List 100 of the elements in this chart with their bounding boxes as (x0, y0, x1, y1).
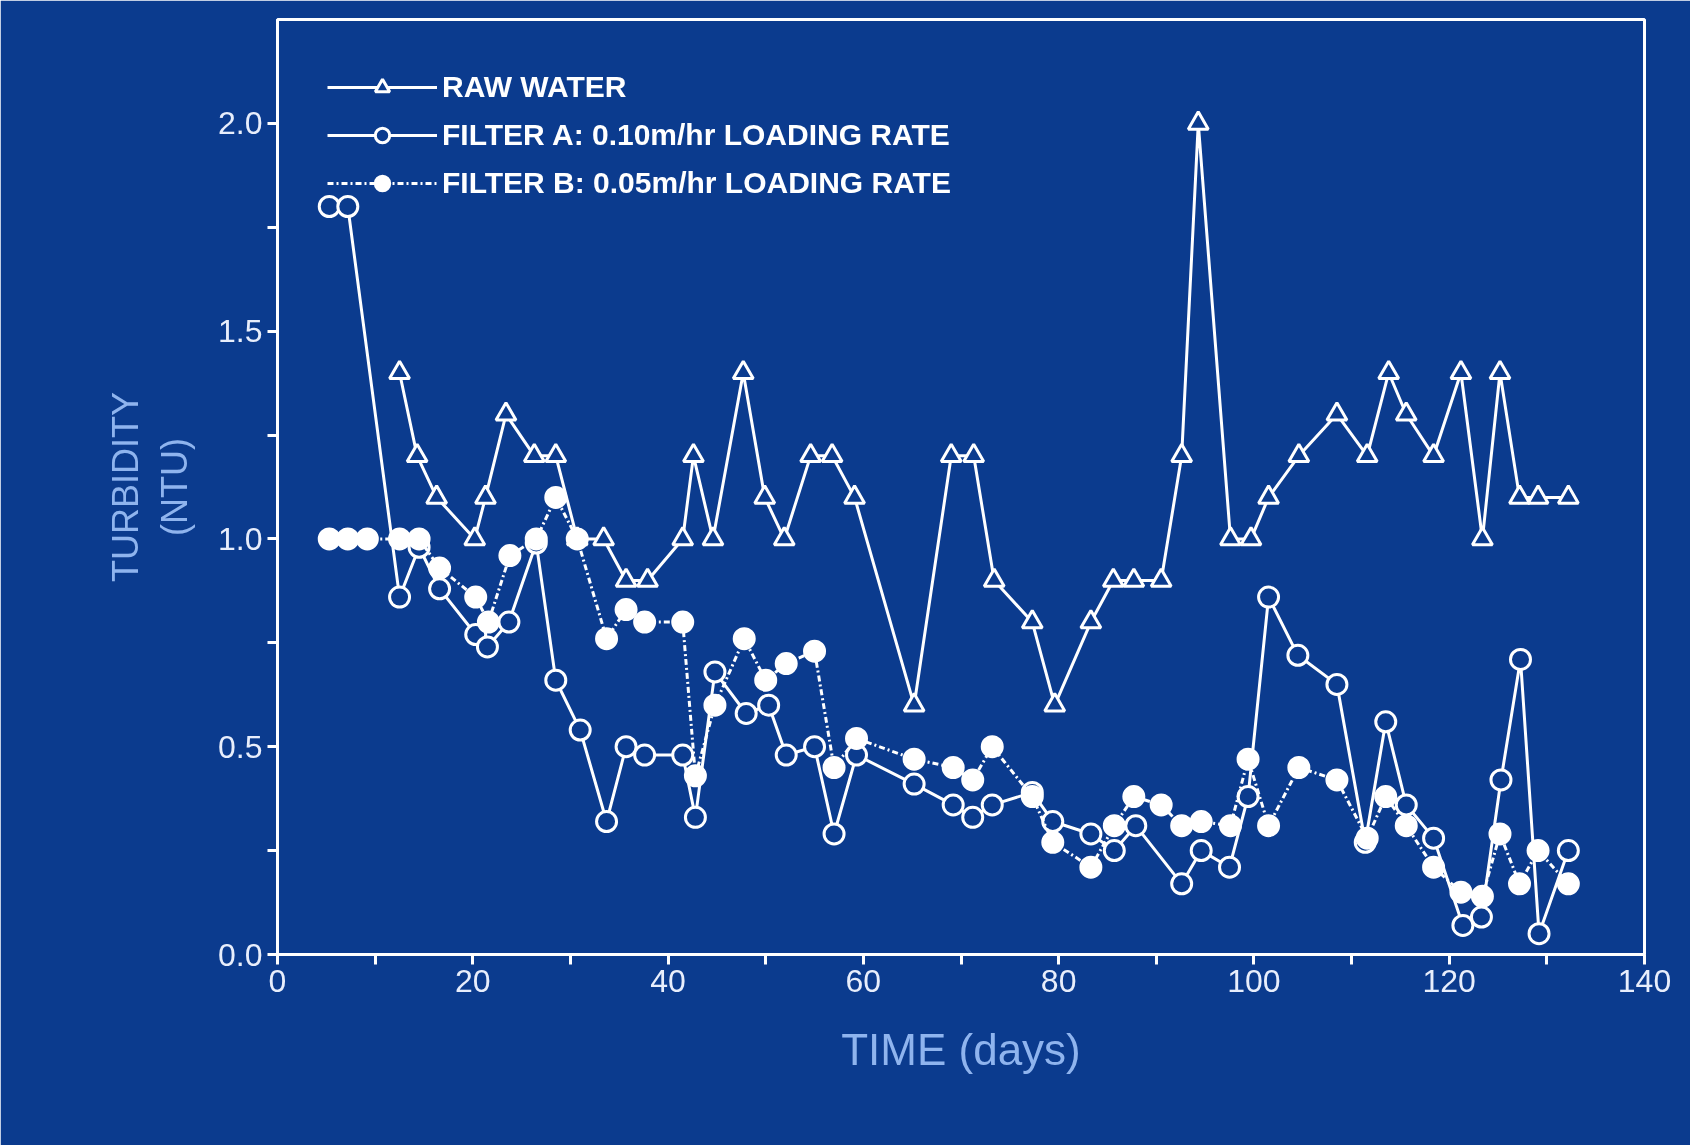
point (1257, 585, 1281, 609)
point (683, 764, 707, 788)
point (1122, 785, 1146, 809)
point (671, 610, 695, 634)
point (428, 577, 452, 601)
x-tick-label: 20 (454, 962, 491, 999)
point (388, 585, 412, 609)
point (1102, 839, 1126, 863)
point (820, 442, 844, 464)
point (731, 359, 755, 380)
point (1287, 756, 1311, 779)
point (1394, 814, 1418, 838)
point (1508, 647, 1532, 671)
point (799, 442, 823, 464)
point (1556, 839, 1580, 863)
point (568, 718, 592, 742)
point (902, 747, 926, 771)
point (1286, 643, 1310, 667)
point (941, 756, 965, 779)
point (1189, 839, 1213, 863)
point (1508, 872, 1532, 896)
point (803, 735, 827, 759)
point (1526, 484, 1550, 505)
point (1101, 567, 1125, 588)
point (595, 810, 619, 833)
x-axis-title: TIME (days) (841, 1024, 1081, 1074)
x-tick-label: 100 (1227, 962, 1281, 999)
point (1355, 442, 1379, 464)
point (317, 527, 341, 551)
point (1449, 880, 1473, 904)
point (845, 726, 869, 750)
point (1218, 855, 1242, 879)
y-tick-label: 2.0 (218, 105, 263, 142)
legend-label: FILTER A: 0.10m/hr LOADING RATE (442, 118, 950, 152)
point (1218, 814, 1242, 838)
point (902, 772, 926, 796)
point (772, 525, 796, 547)
point (1449, 359, 1473, 380)
point (961, 768, 985, 792)
y-tick-label: 0.5 (218, 728, 263, 765)
x-tick-label: 40 (650, 962, 686, 999)
point (681, 442, 705, 464)
point (1394, 401, 1418, 422)
point (843, 484, 867, 505)
legend-label: FILTER B: 0.05m/hr LOADING RATE (442, 166, 951, 200)
x-tick-label: 80 (1040, 962, 1077, 999)
point (1236, 785, 1260, 809)
point (544, 442, 568, 464)
x-tick-label: 140 (1617, 962, 1672, 999)
point (1422, 826, 1446, 850)
point (732, 627, 756, 651)
point (1257, 484, 1281, 505)
point (1422, 855, 1446, 879)
point (544, 485, 568, 509)
point (1325, 401, 1349, 422)
point (1556, 484, 1580, 505)
point (463, 525, 487, 547)
point (774, 652, 798, 676)
point (1189, 810, 1213, 833)
point (1079, 822, 1103, 846)
y-tick-label: 1.5 (218, 313, 263, 350)
point (982, 567, 1006, 588)
point (336, 527, 360, 551)
point (1170, 872, 1194, 896)
point (1170, 442, 1194, 464)
point (1470, 884, 1494, 908)
point (1020, 785, 1044, 809)
point (464, 585, 488, 609)
point (1218, 525, 1242, 547)
point (476, 610, 500, 634)
point (1124, 814, 1148, 838)
point (425, 484, 449, 505)
point (1526, 839, 1550, 863)
point (962, 442, 986, 464)
point (1488, 359, 1512, 380)
point (1041, 810, 1065, 833)
y-tick-label: 1.0 (218, 520, 263, 557)
point (1236, 747, 1260, 771)
point (1020, 609, 1044, 630)
point (1149, 793, 1173, 817)
point (636, 567, 660, 588)
point (822, 756, 846, 779)
point (614, 735, 638, 759)
point (1122, 567, 1146, 588)
point (803, 639, 827, 663)
point (1451, 913, 1475, 937)
point (1079, 609, 1103, 630)
point (734, 702, 758, 725)
x-tick-label: 0 (268, 962, 287, 999)
point (1041, 830, 1065, 854)
point (671, 525, 695, 547)
point (592, 525, 616, 547)
point (961, 805, 985, 829)
point (1527, 922, 1551, 946)
point (355, 527, 379, 551)
point (544, 668, 568, 692)
point (428, 556, 452, 580)
point (1374, 710, 1398, 734)
point (1377, 359, 1401, 380)
point (1239, 525, 1263, 547)
